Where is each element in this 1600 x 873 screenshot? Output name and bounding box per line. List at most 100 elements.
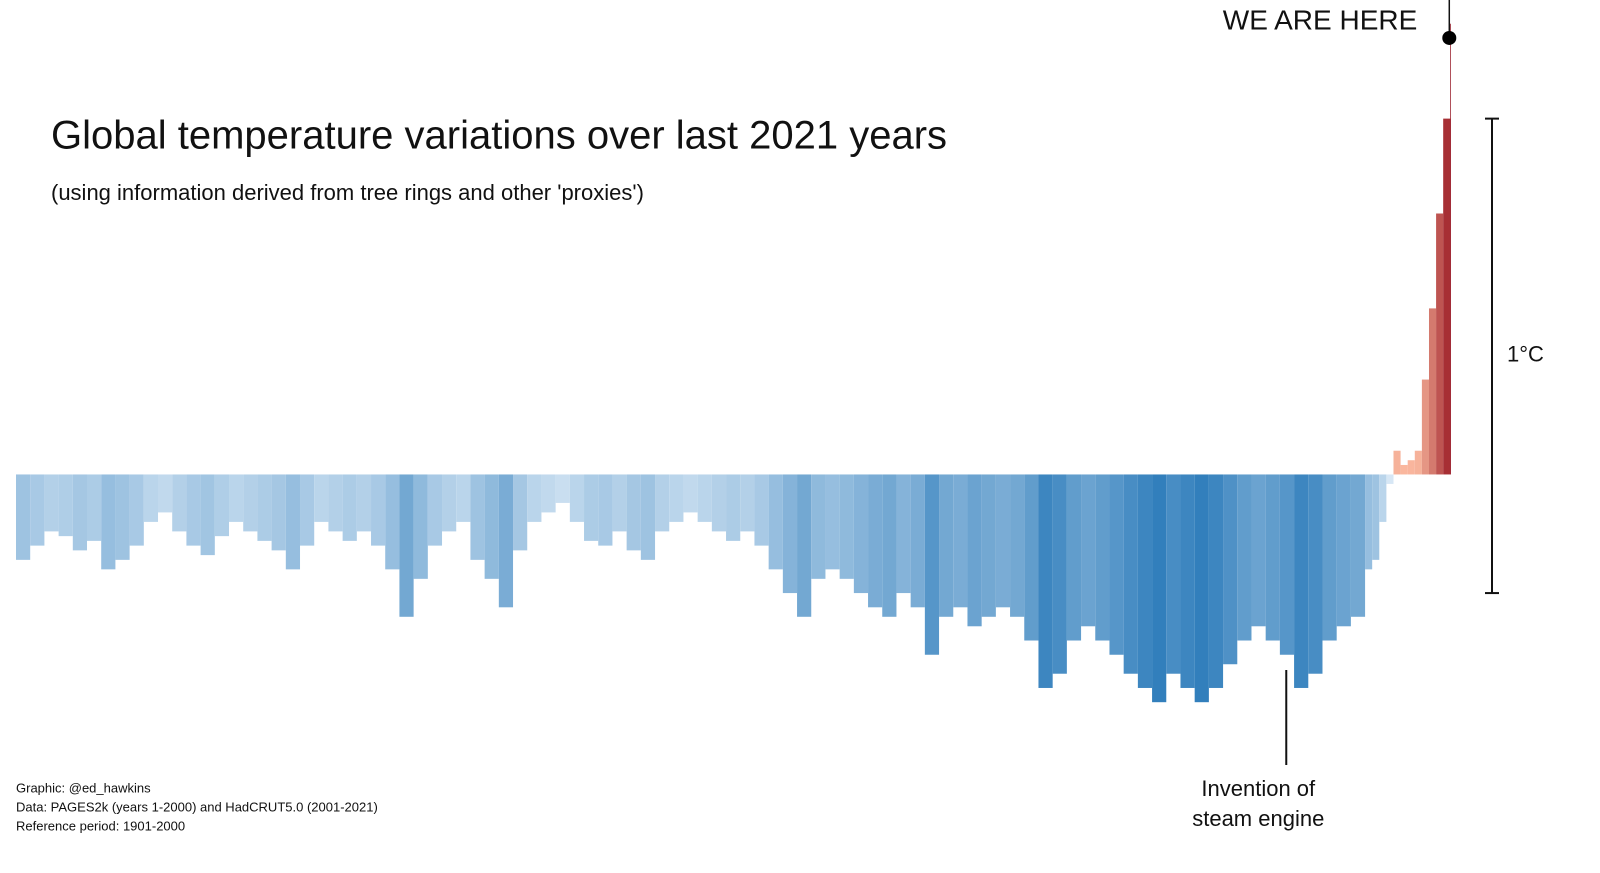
bar	[1024, 474, 1039, 641]
bar	[981, 474, 996, 617]
bar	[158, 474, 173, 513]
bar	[1208, 474, 1224, 688]
bar	[498, 474, 514, 608]
bar	[1428, 308, 1437, 475]
bar	[1251, 474, 1266, 627]
bar	[285, 474, 301, 570]
bar	[1407, 460, 1415, 475]
bar	[1308, 474, 1323, 674]
bar	[825, 474, 840, 570]
bar	[853, 474, 869, 594]
bar	[1379, 474, 1387, 522]
bar	[371, 474, 386, 546]
bar	[768, 474, 783, 570]
bar	[555, 474, 570, 503]
bar	[58, 474, 73, 537]
bar	[30, 474, 45, 546]
bar	[1443, 118, 1451, 475]
scale-bar-label: 1°C	[1507, 342, 1544, 367]
bar	[655, 474, 670, 532]
bar	[711, 474, 727, 532]
bar	[754, 474, 769, 546]
bar	[1450, 23, 1451, 475]
bar	[995, 474, 1011, 608]
bar	[1265, 474, 1280, 641]
bar	[967, 474, 982, 627]
bar	[939, 474, 954, 617]
bar	[839, 474, 854, 579]
chart-subtitle: (using information derived from tree rin…	[51, 180, 644, 205]
bar	[1038, 474, 1053, 688]
bar	[1336, 474, 1351, 627]
bar	[101, 474, 116, 570]
bar	[172, 474, 187, 532]
bar	[300, 474, 315, 546]
bar	[456, 474, 471, 522]
credit: Reference period: 1901-2000	[16, 818, 185, 833]
bar	[356, 474, 372, 532]
bar	[229, 474, 244, 522]
bar	[1294, 474, 1309, 688]
bar	[470, 474, 485, 560]
bar	[612, 474, 627, 532]
bar	[953, 474, 968, 608]
bar	[1365, 474, 1373, 570]
bar	[385, 474, 400, 570]
bar	[1109, 474, 1124, 655]
bar	[484, 474, 499, 579]
bar	[740, 474, 755, 532]
bar	[1350, 474, 1366, 617]
here-label: WE ARE HERE	[1223, 4, 1417, 35]
bar	[569, 474, 585, 522]
bar	[1223, 474, 1238, 665]
bar	[1421, 379, 1429, 475]
bar	[72, 474, 88, 551]
bar	[1372, 474, 1380, 560]
event-label: Invention of	[1201, 776, 1316, 801]
bar	[1436, 213, 1444, 475]
bar	[896, 474, 911, 594]
bar	[1052, 474, 1067, 674]
bar	[1152, 474, 1167, 703]
bar	[214, 474, 230, 537]
bar	[427, 474, 443, 546]
bars	[16, 23, 1451, 703]
bar	[87, 474, 102, 541]
bar	[129, 474, 144, 546]
bar	[882, 474, 897, 617]
event-label: steam engine	[1192, 806, 1324, 831]
credit: Data: PAGES2k (years 1-2000) and HadCRUT…	[16, 799, 378, 814]
bar	[143, 474, 159, 522]
bar	[243, 474, 258, 532]
bar	[626, 474, 641, 551]
bar	[413, 474, 428, 579]
bar	[442, 474, 457, 532]
bar	[1066, 474, 1082, 641]
bar	[314, 474, 329, 522]
bar	[1166, 474, 1181, 674]
bar	[328, 474, 343, 532]
bar	[1123, 474, 1138, 674]
bar	[1081, 474, 1096, 627]
bar	[868, 474, 883, 608]
bar	[16, 474, 31, 560]
bar	[44, 474, 59, 532]
bar	[640, 474, 656, 560]
bar	[342, 474, 357, 541]
bar	[1137, 474, 1153, 688]
bar	[669, 474, 684, 522]
bar	[527, 474, 542, 522]
bar	[683, 474, 698, 513]
bar	[200, 474, 215, 556]
bar	[541, 474, 556, 513]
bar	[1237, 474, 1252, 641]
bar	[598, 474, 613, 546]
bar	[1194, 474, 1209, 703]
bar	[1322, 474, 1337, 641]
bar	[115, 474, 130, 560]
bar	[271, 474, 286, 551]
bar	[1180, 474, 1195, 688]
